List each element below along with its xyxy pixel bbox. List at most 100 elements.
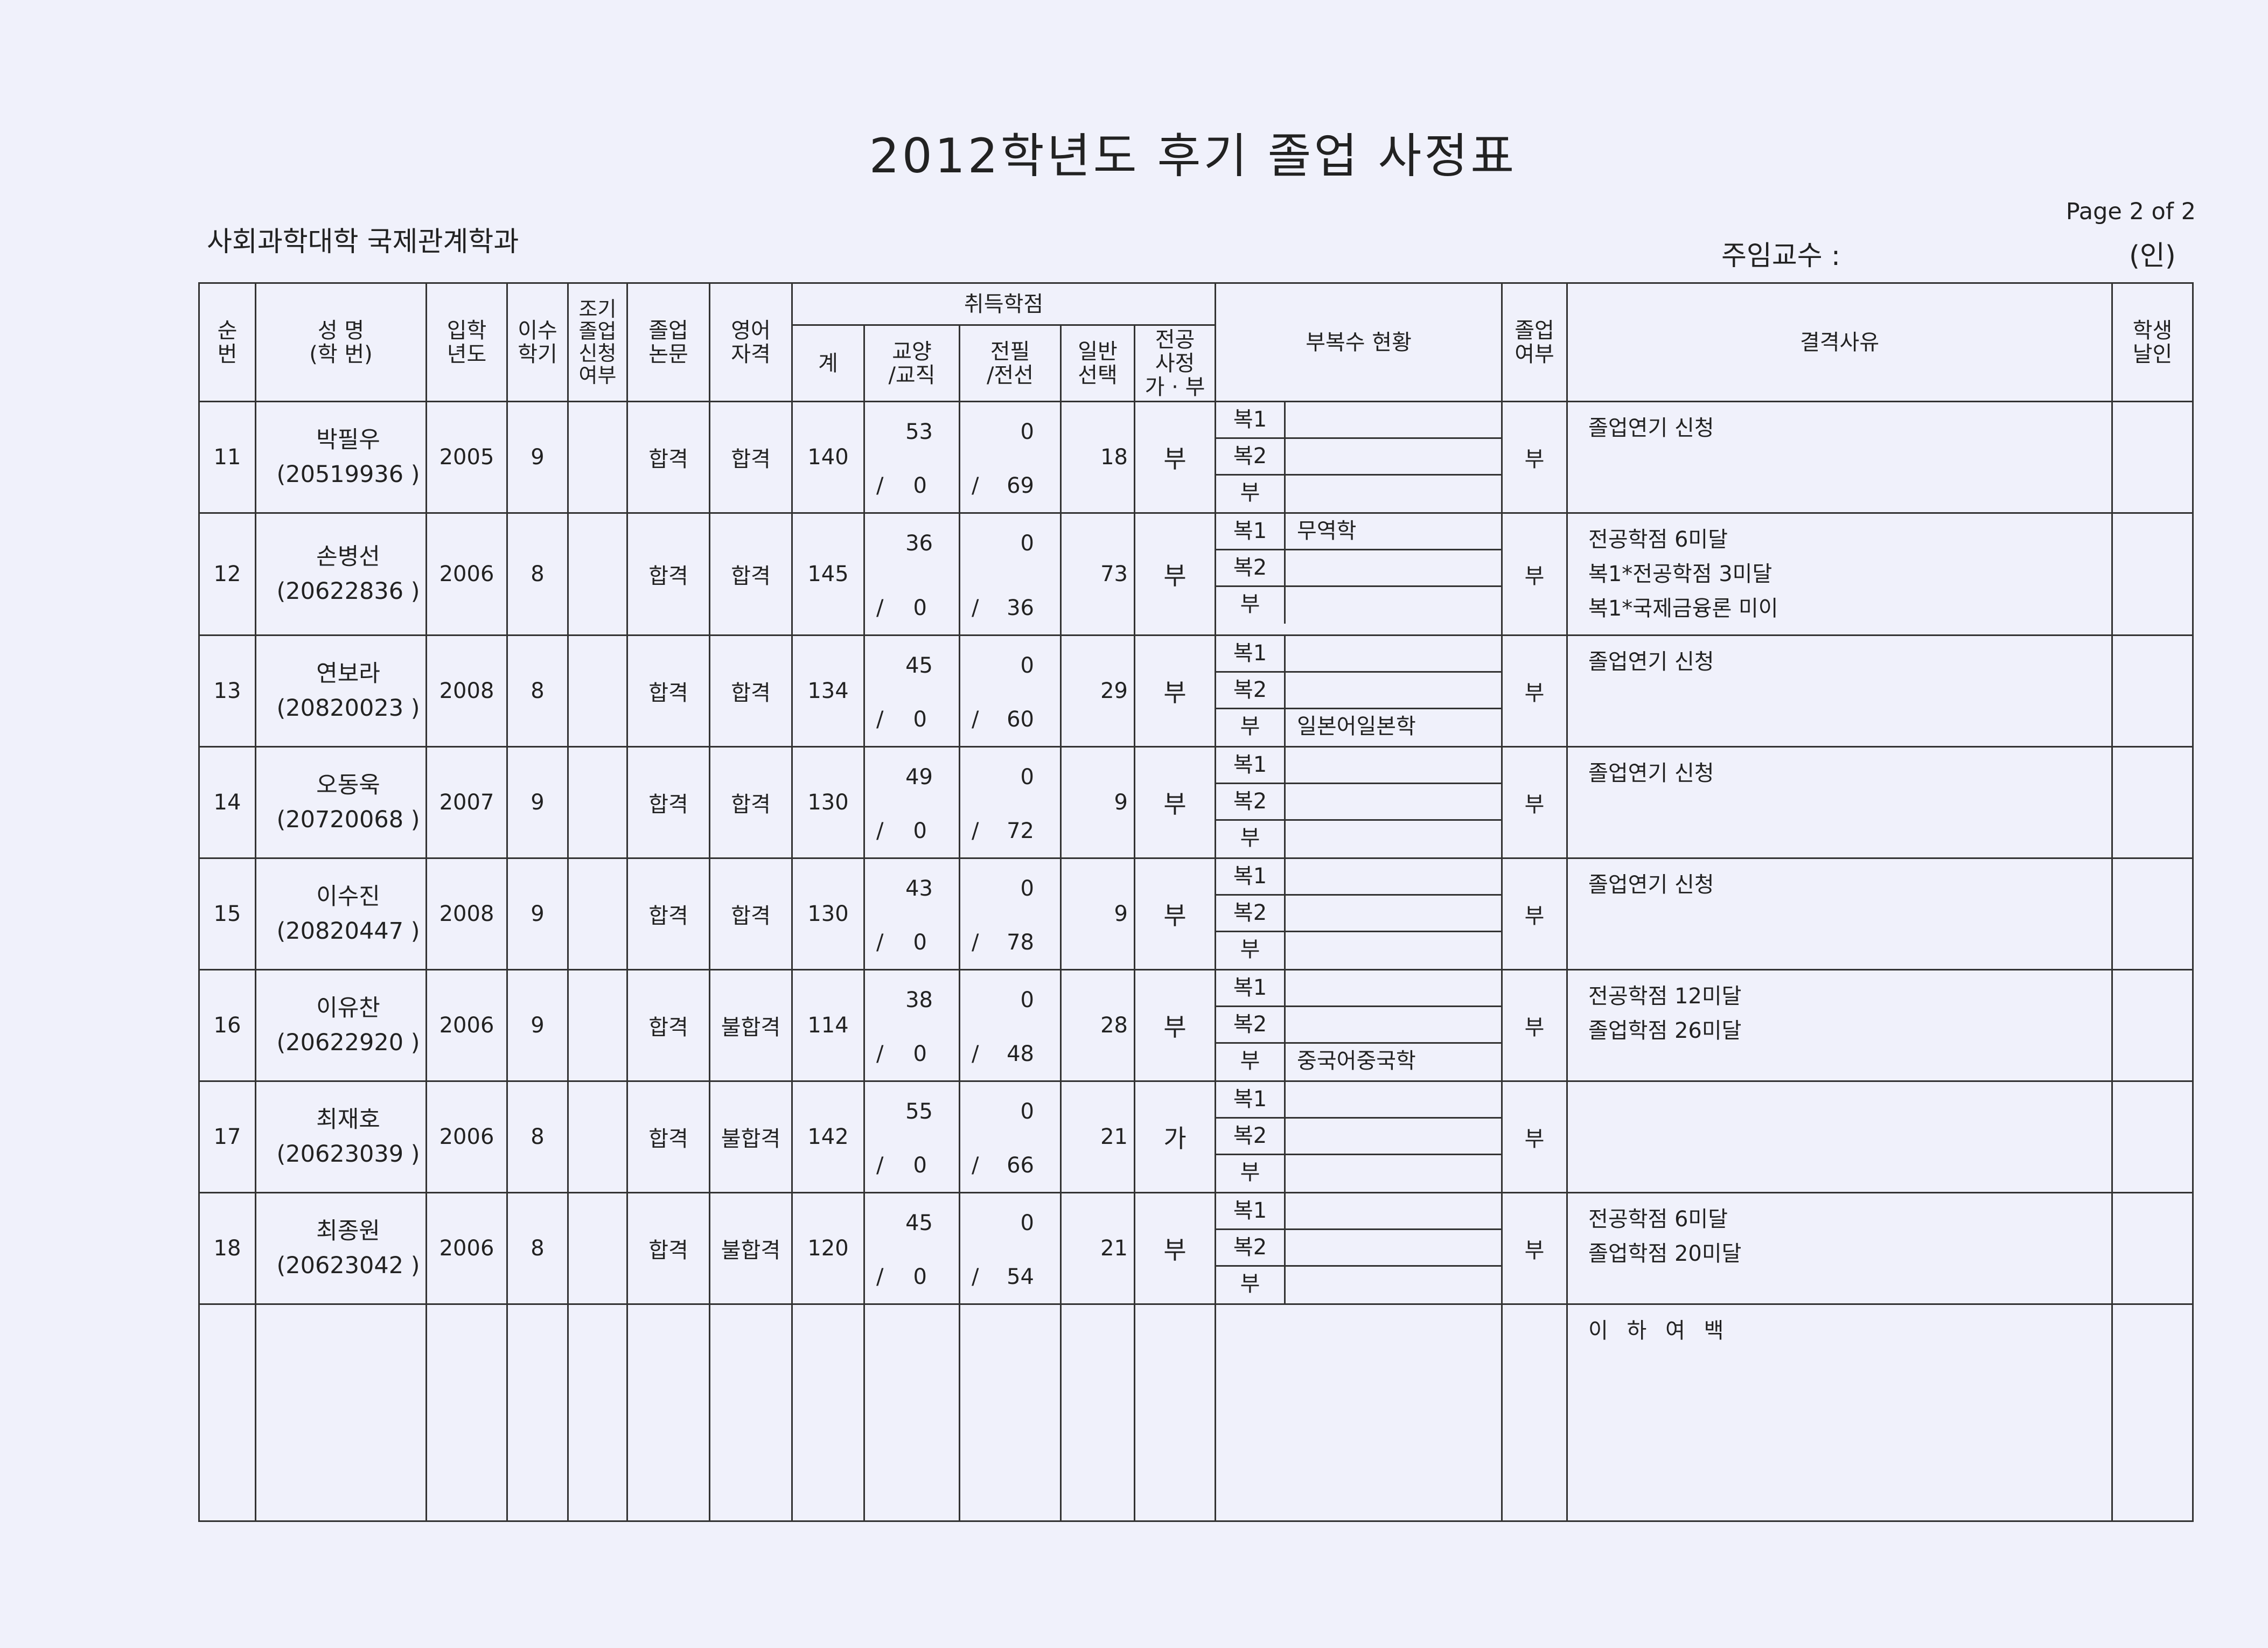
minor-type: 부 xyxy=(1216,1044,1286,1080)
student-name-cell: 연보라 (20820023 ) xyxy=(255,634,427,748)
minor-value xyxy=(1286,673,1297,708)
semesters: 9 xyxy=(506,401,569,514)
reason-item: 복1*전공학점 3미달 xyxy=(1588,562,1772,586)
page-title: 2012학년도 후기 졸업 사정표 xyxy=(869,128,1517,184)
page-number: Page 2 of 2 xyxy=(2065,198,2196,225)
blank-cell xyxy=(506,1303,569,1522)
minor-type: 복1 xyxy=(1216,970,1286,1005)
thesis-result: 합격 xyxy=(626,746,710,859)
major-credits: 0 / 72 xyxy=(959,746,1062,859)
semesters: 8 xyxy=(506,1192,569,1305)
thesis-result: 합격 xyxy=(626,857,710,970)
header-major-review: 전공 사정 가 · 부 xyxy=(1133,324,1217,402)
disqualification-reason xyxy=(1566,1080,2113,1193)
major-review: 부 xyxy=(1133,1192,1217,1305)
minor-row: 복2 xyxy=(1216,439,1502,476)
slash: / xyxy=(972,819,979,843)
major-credits: 0 / 48 xyxy=(959,969,1062,1082)
blank-note: 이 하 여 백 xyxy=(1566,1303,2113,1522)
major-elective-value: 60 xyxy=(1007,707,1034,732)
reason-item: 졸업연기 신청 xyxy=(1588,650,1714,674)
total-credits: 142 xyxy=(791,1080,865,1193)
general-credits: 73 xyxy=(1060,512,1135,636)
blank-cell xyxy=(2111,1303,2194,1522)
minor-value: 일본어일본학 xyxy=(1297,714,1416,739)
student-id: (20623039 ) xyxy=(276,1141,420,1168)
minor-row: 부 일본어일본학 xyxy=(1216,709,1501,746)
student-name-cell: 최종원 (20623042 ) xyxy=(255,1192,427,1305)
major-elective-value: 48 xyxy=(1007,1042,1034,1066)
minor-value xyxy=(1286,859,1297,894)
student-seal xyxy=(2111,1192,2194,1305)
header-seal: 학생 날인 xyxy=(2111,282,2194,402)
minor-value xyxy=(1286,784,1297,819)
early-graduation xyxy=(567,634,628,748)
blank-cell xyxy=(425,1303,508,1522)
entry-year: 2007 xyxy=(425,746,508,859)
english-result: 불합격 xyxy=(709,969,793,1082)
minor-status: 복1 복2 부 xyxy=(1215,1192,1503,1305)
student-seal xyxy=(2111,857,2194,970)
teaching-value: 0 xyxy=(913,596,927,620)
table-row: 13 연보라 (20820023 ) 2008 8 합격 합격 134 45/0 0/60 29 부 복… xyxy=(198,634,2194,748)
student-name-cell: 이수진 (20820447 ) xyxy=(255,857,427,970)
header-english: 영어 자격 xyxy=(709,282,793,402)
major-required-value: 0 xyxy=(1020,653,1034,678)
minor-row: 복1 xyxy=(1216,636,1502,673)
slash: / xyxy=(972,1153,979,1178)
minor-row: 부 xyxy=(1216,1155,1501,1192)
minor-type: 복2 xyxy=(1216,550,1286,585)
reason-item: 전공학점 6미달 xyxy=(1588,527,1728,552)
minor-row: 복1 무역학 xyxy=(1216,514,1502,550)
blank-cell xyxy=(626,1303,710,1522)
minor-row: 복1 xyxy=(1216,402,1502,439)
table-row: 17 최재호 (20623039 ) 2006 8 합격 불합격 142 55 / 0 0 / 66 21 가… xyxy=(198,1080,2194,1193)
slash: / xyxy=(876,1042,884,1066)
teaching-value: 0 xyxy=(913,930,927,955)
liberal-credits: 36 / 0 xyxy=(863,512,960,636)
minor-value xyxy=(1286,970,1297,1005)
student-seal xyxy=(2111,512,2194,636)
header-major: 전필/전선 xyxy=(959,324,1062,402)
slash: / xyxy=(972,473,979,498)
early-graduation xyxy=(567,401,628,514)
major-required-value: 0 xyxy=(1020,531,1034,556)
disqualification-reason: 졸업연기 신청 xyxy=(1566,401,2113,514)
graduation-status: 부 xyxy=(1501,512,1568,636)
entry-year: 2008 xyxy=(425,634,508,748)
student-seal xyxy=(2111,1080,2194,1193)
total-credits: 120 xyxy=(791,1192,865,1305)
reason-item: 졸업연기 신청 xyxy=(1588,872,1714,897)
minor-type: 부 xyxy=(1216,709,1286,746)
liberal-credits: 53 / 0 xyxy=(863,401,960,514)
minor-row: 부 xyxy=(1216,821,1501,857)
slash: / xyxy=(972,596,979,620)
minor-row: 복1 xyxy=(1216,1193,1502,1230)
entry-year: 2005 xyxy=(425,401,508,514)
minor-value xyxy=(1286,402,1297,437)
student-name: 손병선 xyxy=(316,543,380,570)
student-seal xyxy=(2111,634,2194,748)
header-liberal: 교양/교직 xyxy=(863,324,960,402)
student-id: (20519936 ) xyxy=(276,461,420,488)
minor-type: 부 xyxy=(1216,587,1286,624)
early-graduation xyxy=(567,857,628,970)
teaching-value: 0 xyxy=(913,819,927,843)
minor-row: 복2 xyxy=(1216,673,1502,709)
major-review: 가 xyxy=(1133,1080,1217,1193)
header-reason: 결격사유 xyxy=(1566,282,2113,402)
entry-year: 2006 xyxy=(425,512,508,636)
minor-value xyxy=(1286,636,1297,671)
table-row: 11 박필우 (20519936 ) 2005 9 합격 합격 140 53/0 0/69 18 부 복… xyxy=(198,401,2194,514)
reason-item: 복1*국제금융론 미이 xyxy=(1588,596,1778,621)
total-credits: 130 xyxy=(791,857,865,970)
minor-type: 복1 xyxy=(1216,636,1286,671)
row-no: 16 xyxy=(198,969,256,1082)
disqualification-reason: 전공학점 12미달졸업학점 26미달 xyxy=(1566,969,2113,1082)
student-id: (20622920 ) xyxy=(276,1029,420,1056)
minor-type: 부 xyxy=(1216,1155,1286,1192)
header-major-review-sub: 가 · 부 xyxy=(1145,374,1205,400)
major-review: 부 xyxy=(1133,857,1217,970)
